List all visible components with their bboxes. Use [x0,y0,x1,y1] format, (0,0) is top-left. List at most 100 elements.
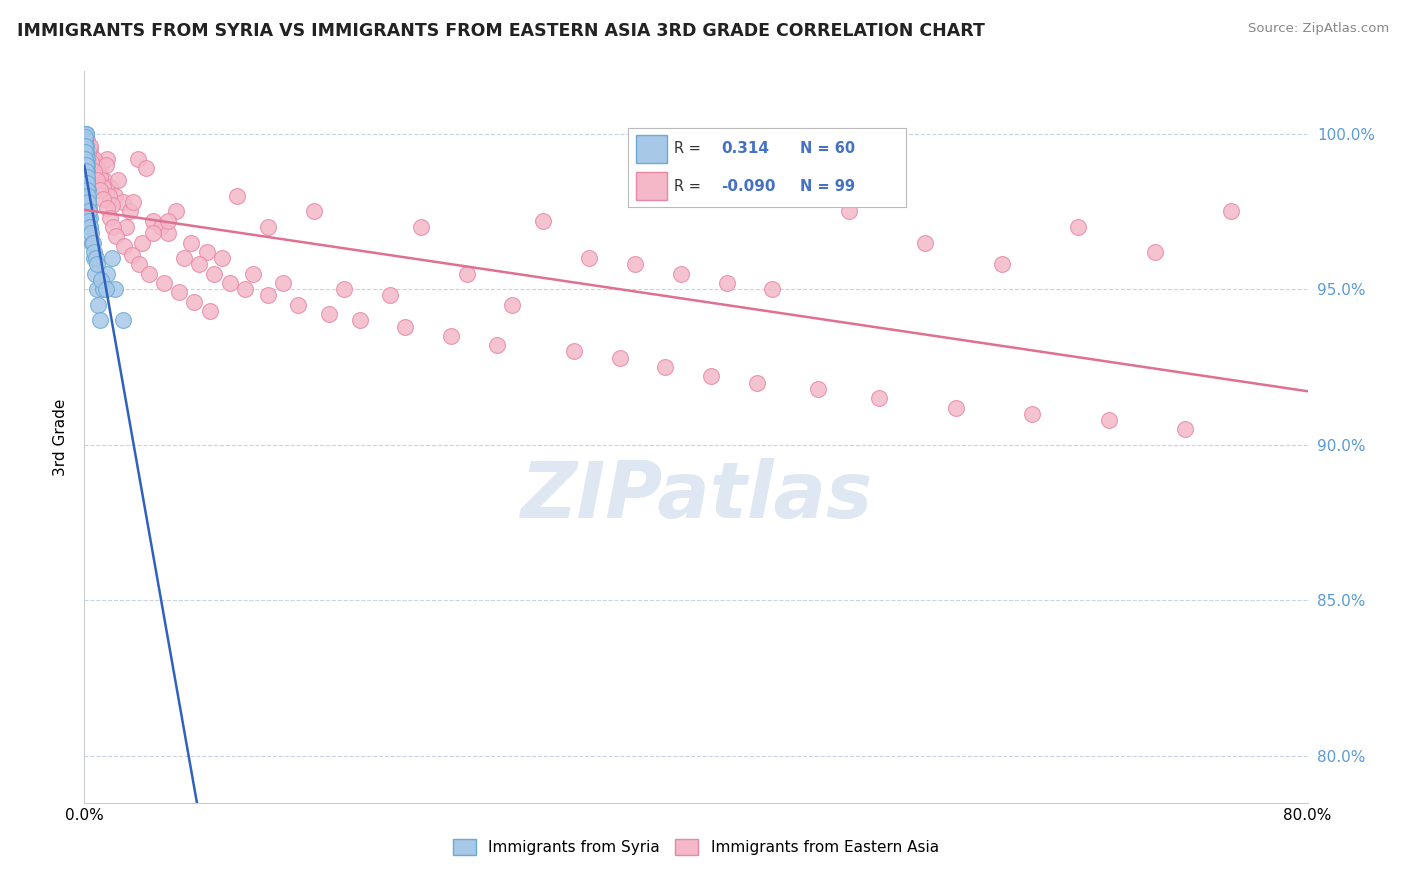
Point [333,282,356,296]
Point [76,183,98,197]
Point [502,298,524,312]
Point [93,192,115,206]
Point [79,219,101,234]
Point [318,307,340,321]
Point [75,161,97,175]
Point [747,376,769,390]
Point [76,189,98,203]
Point [75,133,97,147]
Point [79,139,101,153]
Point [440,329,463,343]
Point [75,145,97,160]
Point [76,136,98,150]
Point [77,145,100,160]
Point [98,211,121,225]
Point [86,173,108,187]
Point [77,192,100,206]
Bar [637,172,666,201]
Point [869,391,891,405]
Text: N = 60: N = 60 [800,142,855,156]
Point [1098,413,1121,427]
Point [83,152,105,166]
Point [75,127,97,141]
Point [131,235,153,250]
Point [80,154,103,169]
Point [75,177,97,191]
Point [84,267,107,281]
Point [101,219,124,234]
Point [83,251,105,265]
Point [349,313,371,327]
Point [271,276,294,290]
Point [112,238,135,252]
Point [167,285,190,300]
Point [101,198,124,212]
Point [75,139,97,153]
Point [409,219,432,234]
Point [761,282,783,296]
Point [75,173,97,187]
Point [218,276,240,290]
Point [75,154,97,169]
Point [80,235,103,250]
Point [96,267,118,281]
Point [75,148,97,162]
Point [79,219,101,234]
Point [86,257,108,271]
Point [180,235,202,250]
Point [75,158,97,172]
Point [914,235,936,250]
Point [93,173,115,187]
Point [73,133,96,147]
Point [195,244,218,259]
Point [394,319,416,334]
Point [716,276,738,290]
Point [111,313,134,327]
Point [86,282,108,296]
Point [128,257,150,271]
Point [226,189,249,203]
Point [76,164,98,178]
Point [1174,422,1197,436]
Point [104,189,127,203]
Point [90,273,112,287]
Point [120,204,142,219]
Point [76,170,98,185]
Point [84,251,107,265]
Text: Source: ZipAtlas.com: Source: ZipAtlas.com [1249,22,1389,36]
Point [75,158,97,172]
Point [96,152,118,166]
Point [77,213,100,227]
Point [94,158,117,172]
Point [198,304,221,318]
Point [157,226,180,240]
Point [73,139,96,153]
Point [75,127,97,141]
Point [82,235,104,250]
Point [76,183,98,197]
Y-axis label: 3rd Grade: 3rd Grade [53,399,69,475]
Point [257,288,280,302]
Point [1067,219,1090,234]
Point [86,161,108,175]
Point [75,142,97,156]
Point [98,179,121,194]
Point [75,145,97,160]
Point [838,204,860,219]
Point [90,158,112,172]
Point [94,282,117,296]
Point [138,267,160,281]
Point [75,136,97,150]
Point [807,382,830,396]
Point [83,244,105,259]
Point [76,158,98,172]
Point [76,177,98,191]
Point [75,152,97,166]
Text: N = 99: N = 99 [800,178,855,194]
Point [75,164,97,178]
Text: IMMIGRANTS FROM SYRIA VS IMMIGRANTS FROM EASTERN ASIA 3RD GRADE CORRELATION CHAR: IMMIGRANTS FROM SYRIA VS IMMIGRANTS FROM… [17,22,984,40]
Point [149,219,172,234]
Point [75,164,97,178]
Point [87,298,110,312]
Point [121,248,143,262]
